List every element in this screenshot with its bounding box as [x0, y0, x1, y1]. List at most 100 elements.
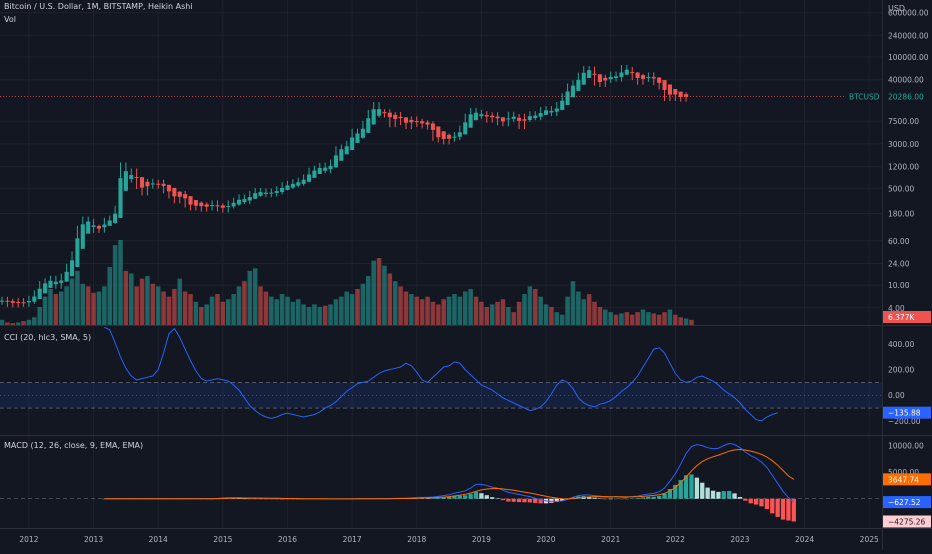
volume-bar: [441, 299, 446, 325]
chart-title[interactable]: Bitcoin / U.S. Dollar, 1M, BITSTAMP, Hei…: [4, 2, 193, 11]
macd-hist-bar: [619, 498, 624, 500]
candle-body: [651, 76, 656, 79]
volume-bar: [452, 294, 457, 325]
macd-hist-bar: [554, 498, 559, 503]
volume-bar: [376, 258, 382, 325]
candle-body: [150, 183, 155, 185]
cci-axis-tick: −200.00: [888, 417, 921, 426]
volume-bar: [279, 294, 285, 325]
macd-hist-bar: [753, 498, 759, 505]
volume-bar: [651, 313, 657, 325]
candle-body: [350, 137, 355, 151]
cci-legend[interactable]: CCI (20, hlc3, SMA, 5): [4, 333, 92, 342]
cci-axis-tick: 0.00: [888, 391, 905, 400]
macd-hist-bar: [441, 497, 446, 499]
price-axis-tick: 1200.00: [888, 163, 919, 172]
volume-bar: [10, 323, 16, 325]
volume-bar: [344, 291, 349, 325]
volume-bar: [91, 292, 96, 325]
candle-body: [102, 224, 107, 228]
price-axis-tick: 60.00: [888, 237, 910, 246]
x-axis-tick: 2015: [213, 535, 232, 544]
candle-body: [113, 213, 118, 224]
volume-bar: [398, 286, 403, 325]
candle-body: [382, 112, 387, 114]
candle-body: [684, 94, 689, 97]
volume-bar: [80, 283, 86, 325]
candle-body: [166, 184, 172, 192]
x-axis-tick: 2022: [666, 535, 685, 544]
macd-hist-bar: [689, 474, 694, 499]
volume-bar: [263, 291, 269, 325]
candle-body: [570, 85, 576, 98]
macd-hist-bar: [716, 491, 721, 499]
macd-hist-bar: [597, 498, 603, 499]
cci-axis-tick: 200.00: [888, 366, 914, 375]
volume-bar: [667, 309, 673, 325]
candle-body: [53, 281, 58, 285]
volume-bar: [656, 314, 662, 325]
volume-bar: [629, 314, 635, 325]
volume-bar: [339, 296, 344, 325]
volume-bar: [603, 309, 608, 325]
x-axis-tick: 2024: [795, 535, 814, 544]
candle-body: [26, 301, 31, 303]
volume-bar: [516, 301, 522, 325]
volume-bar: [69, 278, 75, 325]
volume-last-bg: [883, 311, 931, 323]
candle-body: [560, 100, 565, 111]
candle-body: [500, 117, 505, 122]
candle-body: [86, 221, 91, 234]
volume-bar: [511, 312, 516, 325]
volume-bar: [559, 314, 565, 325]
volume-bar: [75, 270, 80, 325]
candle-body: [16, 301, 21, 303]
macd-pane[interactable]: [0, 442, 882, 522]
x-axis-tick: 2013: [84, 535, 103, 544]
volume-bar: [58, 291, 64, 325]
macd-hist-bar: [721, 491, 726, 499]
volume-bar: [489, 304, 495, 325]
candle-body: [468, 114, 473, 128]
candle-body: [479, 114, 484, 117]
volume-legend[interactable]: Vol: [4, 15, 16, 24]
macd-hist-bar: [737, 496, 743, 499]
candle-body: [10, 301, 15, 303]
macd-hist-bar: [640, 497, 646, 499]
volume-bar: [204, 304, 209, 325]
volume-bar: [619, 313, 624, 325]
candle-body: [597, 74, 602, 82]
macd-hist-bar: [770, 498, 775, 514]
candle-body: [425, 122, 430, 125]
macd-last-bg: [883, 496, 931, 509]
candle-body: [156, 183, 161, 185]
price-pane[interactable]: [0, 65, 882, 308]
candle-body: [447, 134, 452, 139]
cci-pane[interactable]: [0, 326, 882, 422]
candle-body: [37, 288, 42, 299]
volume-bar: [484, 306, 490, 325]
candle-body: [360, 128, 365, 138]
candle-body: [581, 72, 586, 85]
macd-hist-bar: [247, 498, 252, 500]
volume-bar: [215, 294, 220, 325]
hist-last-text: −4275.26: [888, 517, 926, 526]
volume-bar: [53, 294, 59, 325]
volume-bar: [0, 319, 5, 325]
x-axis-tick: 2016: [278, 535, 297, 544]
candle-body: [204, 204, 209, 207]
macd-hist-bar: [592, 497, 597, 499]
macd-legend[interactable]: MACD (12, 26, close, 9, EMA, EMA): [4, 441, 144, 450]
macd-hist-bar: [463, 495, 468, 499]
candle-body: [69, 260, 75, 277]
macd-hist-bar: [495, 498, 500, 499]
volume-bar: [258, 286, 263, 325]
price-axis-tick: 40000.00: [888, 76, 924, 85]
macd-hist-bar: [549, 498, 554, 503]
candle-body: [134, 176, 139, 178]
macd-hist-bar: [694, 477, 700, 499]
volume-bar: [425, 296, 430, 325]
volume-bar: [193, 301, 199, 325]
candle-body: [323, 167, 328, 171]
